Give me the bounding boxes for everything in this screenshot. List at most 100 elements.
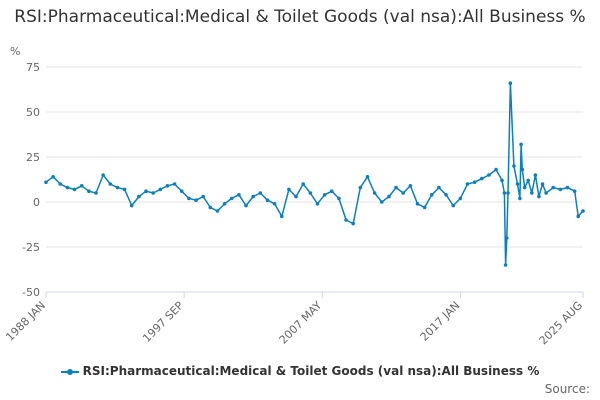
x-tick-label: 2017 JAN	[418, 299, 463, 344]
data-point	[137, 194, 141, 199]
legend-line-icon	[60, 367, 79, 377]
data-point	[272, 202, 277, 206]
data-point	[215, 209, 220, 213]
data-point	[512, 164, 516, 168]
series-points	[44, 81, 585, 267]
data-point	[94, 191, 98, 195]
y-tick-label: -25	[22, 241, 40, 254]
data-point	[179, 189, 184, 193]
data-point	[301, 182, 305, 186]
x-tick-label: 2007 MAY	[277, 299, 325, 347]
x-tick-label: 1988 JAN	[3, 299, 48, 344]
data-point	[522, 185, 527, 190]
data-point	[172, 182, 177, 186]
data-point	[520, 167, 525, 172]
data-point	[201, 194, 205, 199]
y-tick-label: -50	[22, 286, 40, 299]
data-point	[515, 182, 520, 186]
data-point	[58, 182, 63, 186]
data-point	[351, 221, 355, 226]
data-point	[101, 173, 105, 177]
data-point	[558, 187, 563, 192]
data-point	[208, 205, 213, 210]
y-tick-label: 50	[26, 106, 40, 119]
data-point	[415, 202, 420, 206]
legend[interactable]: RSI:Pharmaceutical:Medical & Toilet Good…	[0, 364, 600, 378]
gridlines	[46, 66, 583, 293]
data-point	[372, 191, 377, 195]
data-point	[519, 142, 523, 147]
data-point	[451, 203, 456, 208]
data-point	[294, 194, 298, 199]
x-tick-label: 2025 AUG	[537, 299, 586, 348]
data-point	[537, 194, 541, 199]
data-point	[194, 198, 198, 202]
data-point	[308, 191, 313, 195]
data-point	[87, 189, 91, 193]
data-point	[258, 191, 263, 195]
data-point	[565, 185, 570, 190]
x-tick-label: 1997 SEP	[140, 299, 186, 345]
data-point	[530, 191, 534, 195]
y-axis-ticks: 75 50 25 0 -25 -50	[22, 61, 40, 299]
data-point	[251, 194, 255, 199]
data-point	[144, 189, 148, 193]
data-point	[540, 182, 545, 186]
data-point	[222, 202, 227, 206]
data-point	[479, 176, 484, 181]
data-point	[394, 185, 398, 190]
data-point	[508, 81, 513, 85]
data-point	[187, 196, 191, 201]
data-point	[129, 203, 134, 208]
data-point	[365, 175, 370, 179]
data-point	[444, 193, 448, 197]
data-point	[237, 193, 241, 197]
data-point	[387, 194, 391, 199]
data-point	[344, 218, 348, 222]
data-point	[315, 202, 320, 206]
y-tick-label: 25	[26, 151, 40, 164]
data-point	[337, 196, 341, 201]
y-axis-unit: %	[10, 45, 20, 58]
data-point	[487, 173, 491, 177]
data-point	[65, 185, 70, 190]
data-point	[581, 209, 585, 213]
data-point	[379, 200, 384, 204]
data-point	[500, 178, 504, 183]
data-point	[572, 189, 577, 193]
data-point	[533, 173, 538, 177]
data-point	[458, 196, 463, 201]
data-point	[265, 198, 270, 202]
source-label: Source:	[544, 382, 590, 396]
data-point	[526, 178, 531, 183]
data-point	[576, 214, 581, 219]
data-point	[51, 175, 55, 179]
data-point	[279, 214, 284, 219]
data-point	[551, 185, 556, 190]
data-point	[108, 182, 113, 186]
data-point	[72, 187, 77, 192]
data-point	[503, 263, 508, 267]
data-point	[229, 196, 234, 201]
data-point	[502, 191, 507, 195]
data-point	[437, 185, 441, 190]
data-point	[115, 185, 120, 190]
data-point	[358, 185, 363, 190]
data-point	[504, 236, 509, 240]
data-point	[44, 180, 48, 184]
data-point	[518, 196, 522, 201]
data-point	[151, 191, 155, 195]
data-point	[79, 184, 84, 188]
data-point	[408, 184, 413, 188]
x-axis-ticks: 1988 JAN 1997 SEP 2007 MAY 2017 JAN 2025 AUG	[3, 292, 585, 347]
data-point	[544, 191, 548, 195]
chart-title: RSI:Pharmaceutical:Medical & Toilet Good…	[14, 7, 586, 27]
data-point	[322, 193, 327, 197]
data-point	[165, 184, 170, 188]
y-tick-label: 0	[33, 196, 40, 209]
legend-label: RSI:Pharmaceutical:Medical & Toilet Good…	[82, 364, 540, 378]
data-point	[494, 167, 498, 172]
y-tick-label: 75	[26, 61, 40, 74]
data-point	[401, 191, 406, 195]
